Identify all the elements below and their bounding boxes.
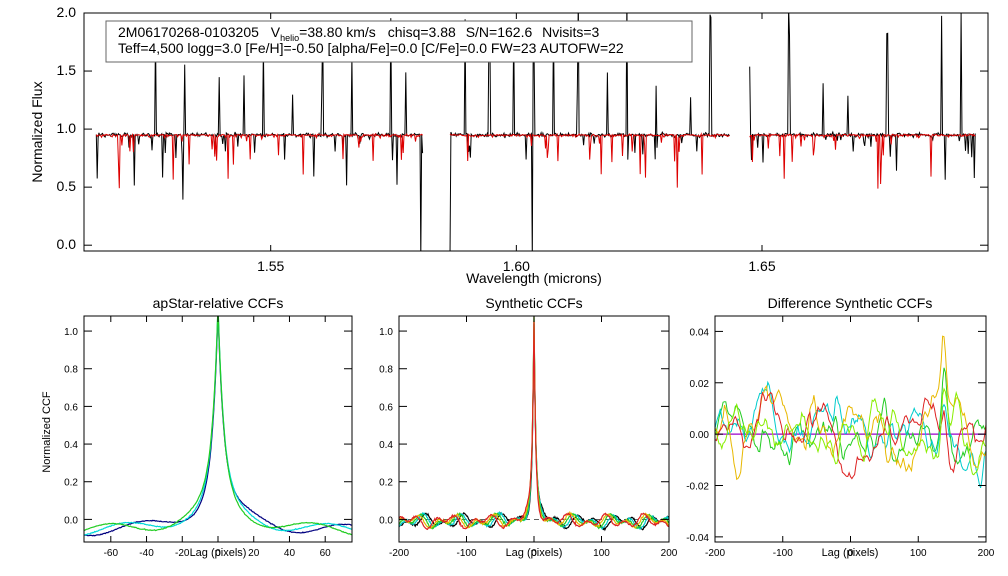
x-tick-label: -100 [773, 548, 793, 559]
y-tick-label: 1.0 [57, 120, 77, 136]
synthetic-ccf-plot-area [399, 316, 669, 532]
diff-ccf-ticks: -200 -100 0 100 200 -0.04 -0.02 0.00 0.02 0.04 [686, 316, 995, 559]
y-tick-label: 1.5 [57, 62, 77, 78]
spectrum-panel: 1.55 1.60 1.65 0.0 0.5 1.0 1.5 2.0 Wavelength (… [29, 4, 989, 286]
info-box-frame [105, 20, 693, 63]
x-tick-label: 0 [848, 548, 854, 559]
model-spectrum-line [449, 132, 730, 188]
apstar-ccf-xlabel: Lag (pixels) [190, 547, 247, 559]
synthetic-ccf-title: Synthetic CCFs [485, 295, 582, 311]
info-nvisits: Nvisits=3 [542, 24, 599, 40]
info-line-2: Teff=4,500 logg=3.0 [Fe/H]=-0.50 [alpha/… [118, 40, 624, 56]
y-tick-label: 0.4 [379, 440, 393, 451]
x-tick-label: 100 [910, 548, 927, 559]
apstar-ccf-plot-area [84, 316, 352, 537]
x-tick-label: 200 [661, 548, 678, 559]
y-tick-label: 0.8 [64, 365, 78, 376]
synthetic-ccf-panel: Synthetic CCFs -200 -100 0 100 200 0.0 0.2 0.4 0… [379, 295, 678, 559]
y-tick-label: 0.0 [64, 515, 78, 526]
info-vhelio-value: =38.80 km/s [299, 24, 376, 40]
diff-ccf-title: Difference Synthetic CCFs [768, 295, 933, 311]
x-tick-label: 0 [531, 548, 537, 559]
y-tick-label: 1.0 [64, 327, 78, 338]
y-tick-label: 0.0 [379, 515, 393, 526]
info-chisq: chisq=3.88 [388, 24, 456, 40]
ccf-line [84, 316, 352, 536]
diff-ccf-line [715, 387, 986, 476]
y-tick-label: 0.5 [57, 178, 77, 194]
x-tick-label: 1.60 [503, 258, 530, 274]
y-tick-label: 0.00 [690, 430, 710, 441]
info-snr: S/N=162.6 [466, 24, 533, 40]
apstar-ccf-title: apStar-relative CCFs [153, 295, 284, 311]
apstar-ccf-ticks: -60 -40 -20 0 20 40 60 0.0 0.2 0.4 0.6 0.8 1.0 [64, 316, 352, 559]
y-tick-label: 0.0 [57, 236, 77, 252]
x-tick-label: -200 [389, 548, 409, 559]
x-tick-label: -60 [104, 548, 119, 559]
diff-ccf-panel: Difference Synthetic CCFs -200 -100 0 100 20… [686, 295, 995, 559]
info-line-1: 2M06170268-0103205 Vhelio=38.80 km/s chi… [118, 24, 600, 43]
model-spectrum-line [95, 132, 423, 189]
y-tick-label: 0.02 [690, 379, 710, 390]
synthetic-ccf-ticks: -200 -100 0 100 200 0.0 0.2 0.4 0.6 0.8 1.0 [379, 316, 678, 559]
diff-ccf-xlabel: Lag (pixels) [822, 547, 879, 559]
x-tick-label: 1.65 [748, 258, 775, 274]
y-tick-label: 0.6 [64, 402, 78, 413]
y-tick-label: 0.2 [64, 478, 78, 489]
y-tick-label: 1.0 [379, 327, 393, 338]
apstar-ccf-panel: apStar-relative CCFs -60 -40 -20 0 20 40 60 0.0… [41, 295, 353, 559]
x-tick-label: -200 [705, 548, 725, 559]
info-vhelio-sub: helio [280, 33, 299, 43]
synthetic-ccf-xlabel: Lag (pixels) [506, 547, 563, 559]
y-tick-label: 2.0 [57, 4, 77, 20]
y-tick-label: -0.04 [686, 533, 709, 544]
x-tick-label: 1.55 [257, 258, 284, 274]
apstar-ccf-ylabel: Normalized CCF [41, 391, 53, 473]
x-tick-label: -100 [456, 548, 476, 559]
info-vhelio-prefix: V [271, 24, 281, 40]
y-tick-label: 0.04 [690, 327, 710, 338]
star-info-box: 2M06170268-0103205 Vhelio=38.80 km/s chi… [105, 20, 693, 63]
model-spectrum-line [749, 132, 976, 189]
x-tick-label: -40 [139, 548, 154, 559]
y-tick-label: -0.02 [686, 482, 709, 493]
y-tick-label: 0.4 [64, 440, 78, 451]
diff-ccf-line [715, 391, 986, 480]
diff-ccf-plot-area [715, 335, 986, 489]
x-tick-label: 200 [978, 548, 995, 559]
x-tick-label: 100 [593, 548, 610, 559]
ccf-line [84, 316, 352, 536]
ccf-line [399, 320, 669, 531]
apstar-ccf-axes-frame [83, 315, 353, 543]
info-star-id: 2M06170268-0103205 [118, 24, 259, 40]
spectrum-ticks: 1.55 1.60 1.65 0.0 0.5 1.0 1.5 2.0 [57, 4, 988, 274]
y-tick-label: 0.6 [379, 402, 393, 413]
diff-ccf-line [715, 367, 986, 466]
x-tick-label: 40 [284, 548, 296, 559]
x-tick-label: 20 [248, 548, 260, 559]
x-tick-label: 0 [215, 548, 221, 559]
diff-ccf-line [715, 380, 986, 489]
spectrum-ylabel: Normalized Flux [29, 81, 45, 182]
spectrum-axes-frame [83, 12, 989, 252]
x-tick-label: 60 [320, 548, 332, 559]
spectrum-plot-area [95, 13, 976, 251]
y-tick-label: 0.2 [379, 478, 393, 489]
spectrum-xlabel: Wavelength (microns) [466, 270, 602, 286]
y-tick-label: 0.8 [379, 365, 393, 376]
ccf-line [84, 316, 352, 537]
x-tick-label: -20 [175, 548, 190, 559]
